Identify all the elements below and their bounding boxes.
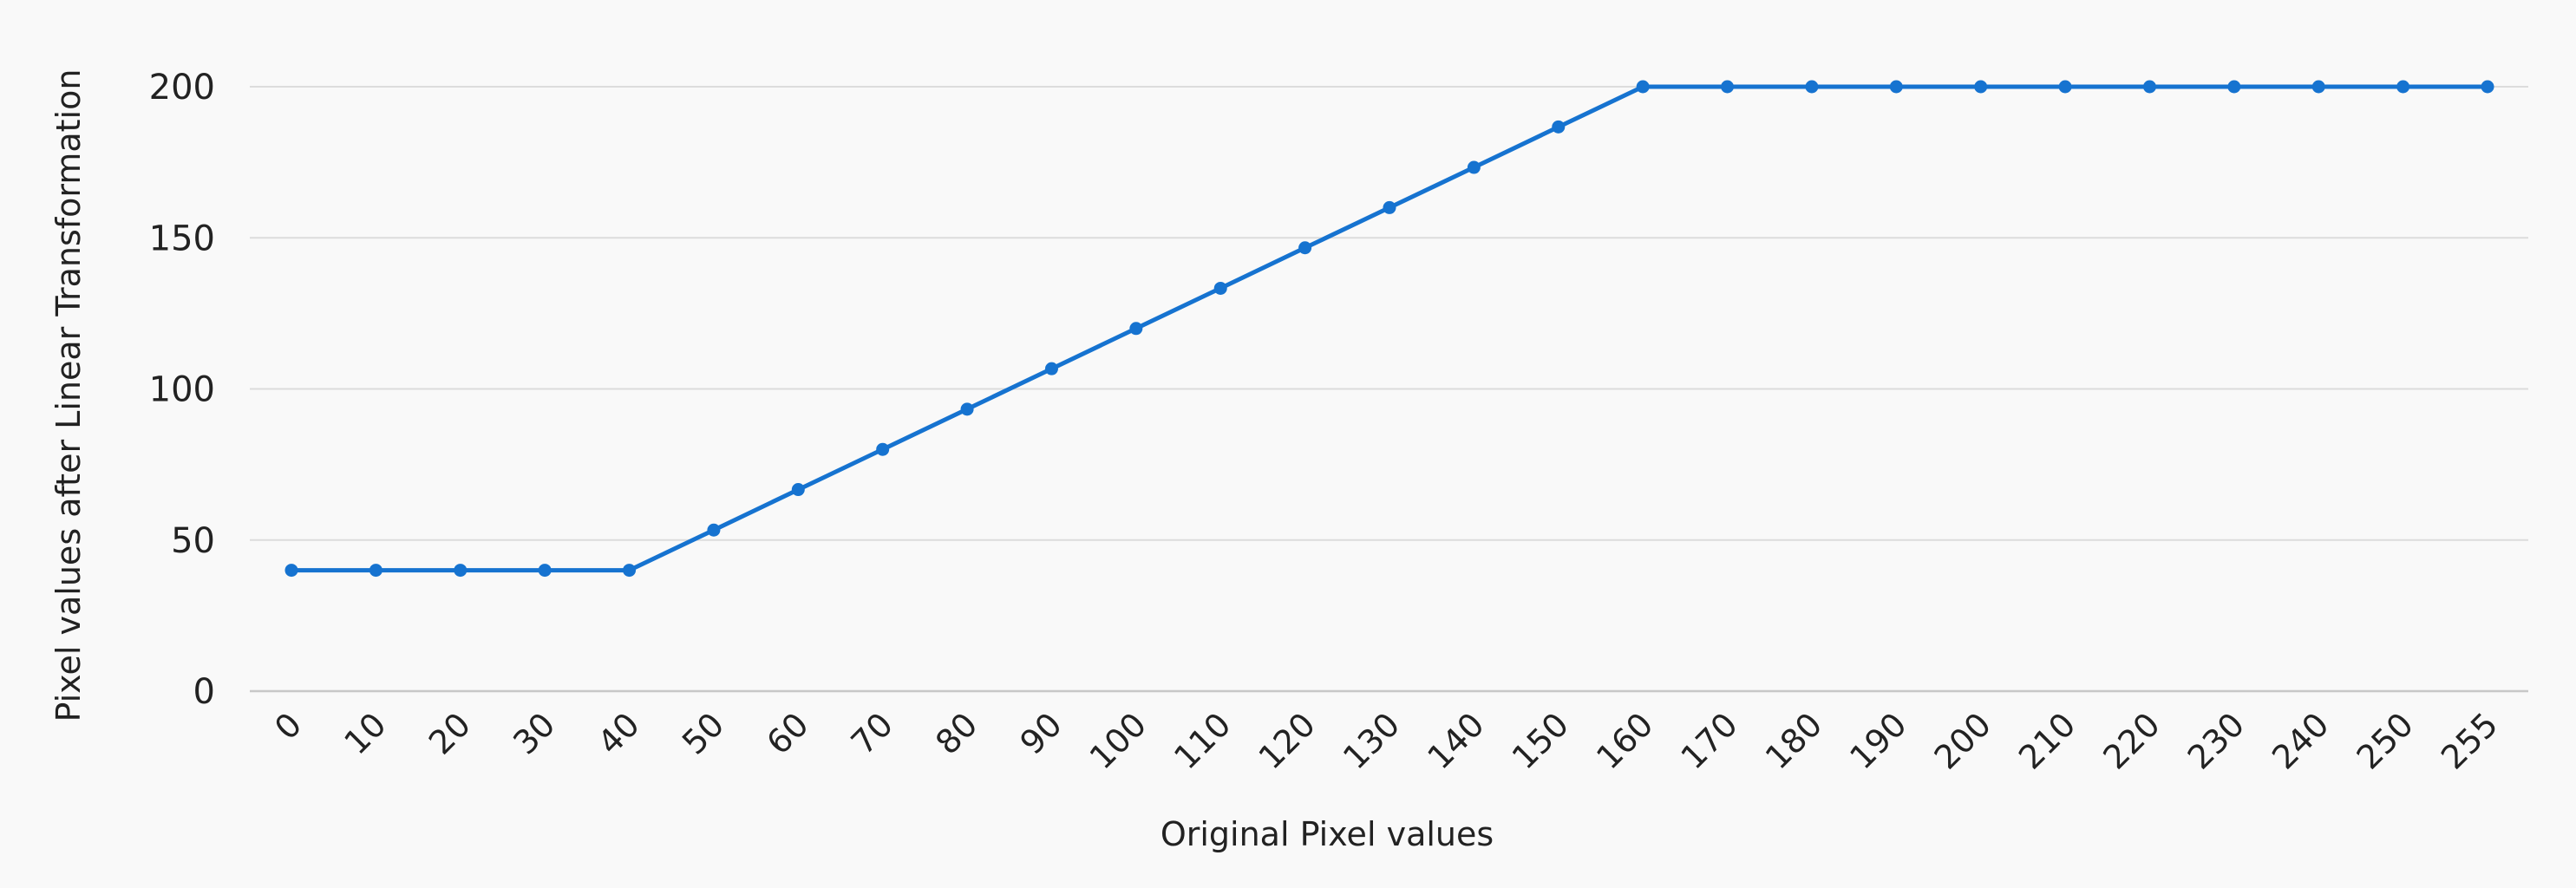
data-point (876, 442, 890, 456)
data-point (284, 564, 298, 578)
x-tick-label: 250 (2350, 705, 2421, 776)
data-point (1721, 80, 1735, 94)
x-tick-label: 220 (2095, 705, 2167, 776)
data-point (1213, 281, 1227, 295)
x-axis: 0 10 20 30 40 50 60 70 80 90 100 110 120 130 140 150 160… (267, 705, 2505, 776)
y-tick-label: 150 (149, 219, 215, 258)
x-tick-label: 180 (1758, 705, 1829, 776)
data-point (1636, 80, 1650, 94)
x-tick-label: 150 (1505, 705, 1576, 776)
data-point (623, 564, 637, 578)
x-tick-label: 200 (1927, 705, 1998, 776)
x-tick-label: 230 (2180, 705, 2252, 776)
x-tick-label: 10 (337, 705, 393, 761)
x-tick-label: 240 (2265, 705, 2336, 776)
x-tick-label: 120 (1252, 705, 1323, 776)
x-tick-label: 60 (759, 705, 815, 761)
x-tick-label: 210 (2011, 705, 2082, 776)
x-axis-title: Original Pixel values (1161, 815, 1494, 853)
series-line (291, 84, 2488, 573)
data-point (1889, 80, 1903, 94)
data-point (960, 402, 974, 416)
x-tick-label: 30 (506, 705, 562, 761)
data-point (1129, 322, 1143, 336)
gridlines (250, 86, 2528, 693)
x-tick-label: 70 (844, 705, 900, 761)
series-layer (284, 80, 2494, 578)
data-point (1383, 200, 1396, 214)
x-tick-label: 20 (422, 705, 478, 761)
x-tick-label: 90 (1013, 705, 1069, 761)
x-tick-label: 0 (267, 705, 309, 747)
data-point (1552, 120, 1566, 134)
x-tick-label: 80 (928, 705, 984, 761)
data-point (2227, 80, 2241, 94)
x-tick-label: 160 (1589, 705, 1660, 776)
data-point (1974, 80, 1988, 94)
x-tick-label: 110 (1167, 705, 1238, 776)
x-tick-label: 130 (1336, 705, 1407, 776)
data-point (538, 564, 552, 578)
y-tick-label: 0 (193, 672, 215, 712)
data-point (1467, 160, 1481, 174)
x-tick-label: 190 (1842, 705, 1913, 776)
x-tick-label: 50 (675, 705, 731, 761)
y-tick-label: 100 (149, 370, 215, 410)
data-point (369, 564, 382, 578)
data-point (1805, 80, 1819, 94)
data-point (2396, 80, 2410, 94)
data-point (2058, 80, 2072, 94)
data-point (791, 483, 805, 497)
x-tick-label: 255 (2434, 705, 2505, 776)
data-point (2142, 80, 2156, 94)
y-tick-label: 50 (171, 521, 215, 561)
x-tick-label: 170 (1674, 705, 1745, 776)
data-point (707, 523, 721, 537)
x-tick-label: 100 (1082, 705, 1154, 776)
y-axis-title: Pixel values after Linear Transformation (49, 69, 88, 722)
x-tick-label: 140 (1420, 705, 1491, 776)
data-point (1298, 241, 1312, 255)
x-tick-label: 40 (591, 705, 647, 761)
data-point (2311, 80, 2325, 94)
y-axis: 0 50 100 150 200 (149, 68, 215, 712)
y-tick-label: 200 (149, 68, 215, 108)
data-point (2481, 80, 2494, 94)
data-point (1044, 362, 1058, 375)
data-point (454, 564, 467, 578)
